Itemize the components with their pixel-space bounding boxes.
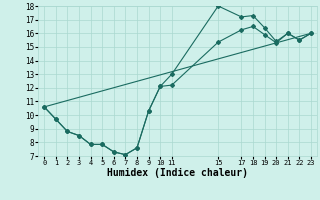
X-axis label: Humidex (Indice chaleur): Humidex (Indice chaleur): [107, 168, 248, 178]
